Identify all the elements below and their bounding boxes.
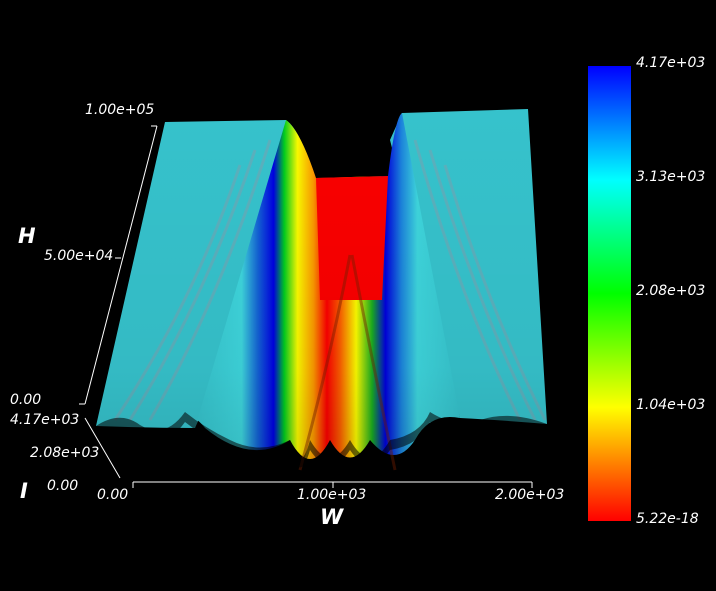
colorbar-label-q3: 3.13e+03 — [636, 169, 706, 185]
h-axis-line — [84, 125, 158, 405]
axis-lines — [79, 125, 533, 488]
i-axis-line — [84, 417, 121, 479]
i-axis-tick-label-top: 4.17e+03 — [10, 412, 80, 428]
i-axis-tick-label-mid: 2.08e+03 — [30, 445, 100, 461]
surface-shading — [96, 109, 547, 479]
h-axis-tick-label-bottom: 0.00 — [10, 392, 42, 408]
colorbar-label-min: 5.22e-18 — [636, 511, 699, 527]
colorbar-label-max: 4.17e+03 — [636, 55, 706, 71]
surface-front-edge — [96, 412, 547, 468]
w-axis-tick-label-0: 0.00 — [97, 487, 129, 503]
h-axis-tick-label-top: 1.00e+05 — [85, 102, 155, 118]
color-legend-gradient — [588, 66, 631, 521]
color-legend-bar — [588, 66, 631, 521]
w-axis-tick-label-1: 1.00e+03 — [297, 487, 367, 503]
h-axis-title: H — [18, 224, 36, 248]
h-axis-tick-label-mid: 5.00e+04 — [44, 248, 114, 264]
colorbar-label-mid: 2.08e+03 — [636, 283, 706, 299]
i-axis-title: I — [20, 479, 28, 503]
i-axis-tick-label-bottom: 0.00 — [47, 478, 79, 494]
w-axis-title: W — [320, 505, 344, 529]
colorbar-label-q1: 1.04e+03 — [636, 397, 706, 413]
w-axis-tick-label-2: 2.00e+03 — [495, 487, 565, 503]
